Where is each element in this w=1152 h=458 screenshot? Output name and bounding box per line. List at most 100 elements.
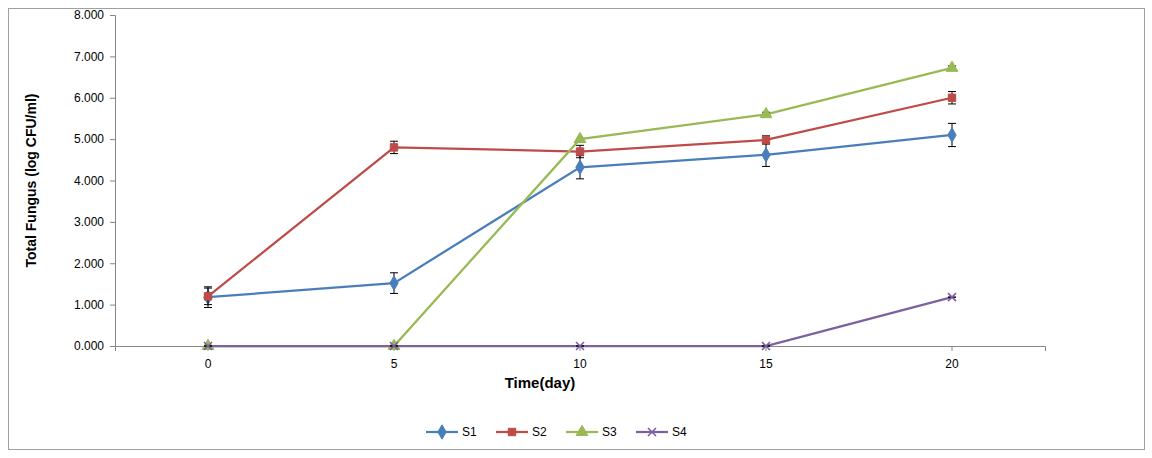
y-tick: 2.000 (74, 257, 115, 271)
series-line (208, 297, 952, 346)
series-s1 (204, 123, 956, 307)
error-bar-line (948, 123, 956, 146)
legend-item: S3 (566, 425, 617, 439)
y-axis: 0.000 1.000 2.000 3.000 4.000 5.000 6.000 7.000… (74, 8, 116, 353)
y-tick: 1.000 (74, 298, 115, 312)
y-tick-label: 4.000 (74, 174, 104, 188)
marker (948, 293, 956, 301)
x-tick: 10 (573, 346, 587, 371)
error-bar (948, 123, 956, 146)
marker (762, 342, 770, 350)
legend-item: S1 (426, 425, 477, 439)
error-bar (762, 143, 770, 166)
error-bar (204, 288, 212, 305)
legend-item: S2 (496, 425, 547, 439)
marker (576, 160, 584, 174)
marker (390, 276, 398, 290)
x-axis: 0 5 10 15 20 (116, 346, 1046, 371)
marker (762, 136, 769, 143)
error-bar-line (948, 92, 956, 104)
x-tick-label: 0 (205, 357, 212, 371)
y-tick-label: 5.000 (74, 132, 104, 146)
legend: S1 S2 S3 S4 (426, 425, 687, 439)
marker (388, 339, 400, 349)
error-bar-line (576, 156, 584, 179)
legend-label: S3 (602, 425, 617, 439)
marker (204, 293, 211, 300)
series-s3 (202, 61, 958, 349)
series-line (208, 135, 952, 297)
error-bar-line (762, 143, 770, 166)
error-bar-line (204, 287, 212, 308)
marker (390, 342, 398, 350)
y-tick-label: 2.000 (74, 257, 104, 271)
legend-label: S2 (532, 425, 547, 439)
error-bar-line (576, 145, 584, 157)
error-bar-line (762, 136, 770, 144)
marker (574, 132, 586, 142)
error-bar (762, 136, 770, 144)
y-tick-label: 7.000 (74, 50, 104, 64)
error-bar (576, 145, 584, 157)
marker (760, 108, 772, 118)
y-tick: 7.000 (74, 50, 115, 64)
plot-marks (202, 61, 958, 350)
y-tick-mark (110, 56, 115, 57)
series-s4 (204, 293, 956, 350)
y-tick-label: 8.000 (74, 8, 104, 22)
marker (202, 339, 214, 349)
y-axis-line (110, 16, 116, 347)
x-tick-mark (952, 346, 953, 351)
error-bar-line (204, 288, 212, 305)
marker (762, 148, 770, 162)
series-s2 (204, 92, 956, 305)
legend-marker (576, 425, 588, 435)
legend-marker (438, 425, 446, 439)
marker (576, 342, 584, 350)
chart: 0.000 1.000 2.000 3.000 4.000 5.000 6.000 7.000… (0, 0, 1152, 458)
y-tick-mark (110, 139, 115, 140)
x-tick: 15 (759, 346, 773, 371)
error-bar-line (390, 141, 398, 153)
error-bar (948, 92, 956, 104)
error-bar (390, 141, 398, 153)
y-tick-label: 3.000 (74, 215, 104, 229)
y-tick: 5.000 (74, 132, 115, 146)
y-tick-mark (110, 346, 115, 347)
x-tick-label: 20 (945, 357, 959, 371)
legend-label: S4 (672, 425, 687, 439)
series-line (208, 68, 952, 346)
x-tick-label: 5 (391, 357, 398, 371)
y-tick-mark (110, 222, 115, 223)
error-bar (204, 287, 212, 308)
marker (948, 94, 955, 101)
y-tick-label: 1.000 (74, 298, 104, 312)
error-bar (576, 156, 584, 179)
y-tick-mark (110, 181, 115, 182)
chart-border (9, 9, 1145, 450)
y-tick: 3.000 (74, 215, 115, 229)
marker (390, 144, 397, 151)
error-bar-line (390, 273, 398, 294)
legend-item: S4 (636, 425, 687, 439)
x-tick-label: 15 (759, 357, 773, 371)
y-tick-label: 6.000 (74, 91, 104, 105)
legend-label: S1 (462, 425, 477, 439)
x-axis-title: Time(day) (505, 374, 576, 391)
y-tick: 0.000 (74, 339, 115, 353)
y-tick: 8.000 (74, 8, 115, 22)
series-line (208, 98, 952, 297)
marker (576, 148, 583, 155)
legend-marker (648, 428, 656, 436)
marker (948, 128, 956, 142)
error-bar (390, 273, 398, 294)
x-tick-label: 10 (573, 357, 587, 371)
y-tick-label: 0.000 (74, 339, 104, 353)
legend-marker (508, 428, 515, 435)
y-tick-mark (110, 98, 115, 99)
marker (204, 342, 212, 350)
y-tick: 4.000 (74, 174, 115, 188)
marker (946, 61, 958, 71)
y-tick: 6.000 (74, 91, 115, 105)
y-tick-mark (110, 305, 115, 306)
